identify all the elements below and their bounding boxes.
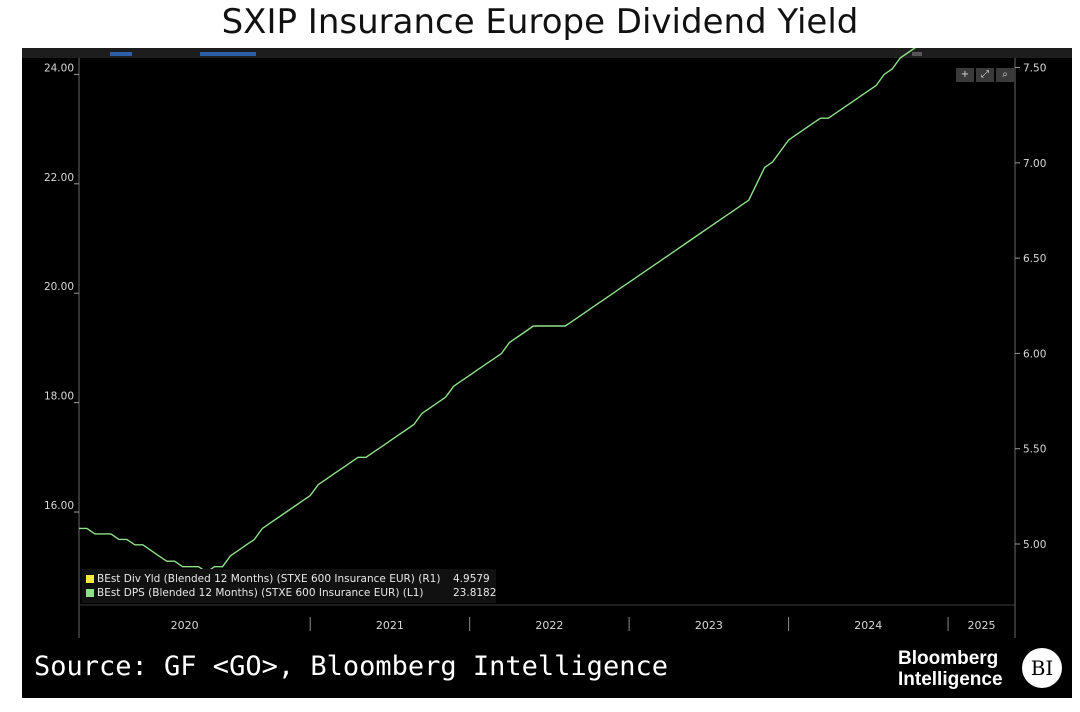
series-line	[79, 48, 917, 573]
chart-panel: 16.00 18.00 20.00 22.00 24.00 5.00 5.50 6.00 6.5…	[22, 48, 1072, 698]
legend-label: BEst DPS (Blended 12 Months) (STXE 600 I…	[97, 587, 424, 599]
chart-plot: 16.00 18.00 20.00 22.00 24.00 5.00 5.50 6.00 6.5…	[44, 48, 1046, 638]
top-bar-indicator	[110, 52, 132, 56]
right-tick-label: 6.50	[1023, 253, 1046, 265]
source-note: Source: GF <GO>, Bloomberg Intelligence	[34, 651, 668, 682]
left-tick-label: 16.00	[44, 500, 74, 512]
right-tick-label: 6.00	[1023, 348, 1046, 360]
expand-icon[interactable]: ⤢	[976, 68, 994, 82]
chart-title: SXIP Insurance Europe Dividend Yield	[221, 2, 859, 42]
x-tick-label: 2024	[854, 619, 882, 632]
right-tick-label: 5.50	[1023, 444, 1046, 456]
brand-line: Bloomberg	[898, 648, 999, 669]
x-tick-label: 2022	[535, 619, 563, 632]
bi-badge-icon: BI	[1022, 648, 1062, 688]
legend-item-div-yld: BEst Div Yld (Blended 12 Months) (STXE 6…	[86, 572, 440, 586]
right-tick-label: 7.50	[1023, 63, 1046, 75]
top-bar-indicator	[912, 52, 922, 56]
right-tick-label: 7.00	[1023, 158, 1046, 170]
add-icon[interactable]: +	[956, 68, 974, 82]
x-tick-label: 2023	[695, 619, 723, 632]
left-tick-label: 20.00	[44, 281, 74, 293]
left-tick-label: 22.00	[44, 172, 74, 184]
bloomberg-intelligence-logo: Bloomberg Intelligence	[898, 648, 1016, 690]
chart-top-bar	[22, 48, 1072, 58]
x-tick-label: 2025	[968, 619, 996, 632]
x-tick-label: 2020	[171, 619, 199, 632]
left-tick-label: 24.00	[44, 62, 74, 74]
brand-line: Intelligence	[898, 669, 1003, 690]
legend-value: 4.9579	[453, 573, 490, 585]
right-tick-label: 5.00	[1023, 539, 1046, 551]
x-tick-label: 2021	[376, 619, 404, 632]
search-icon[interactable]: ⌕	[996, 68, 1014, 82]
top-bar-indicator	[200, 52, 256, 56]
legend-label: BEst Div Yld (Blended 12 Months) (STXE 6…	[97, 573, 441, 585]
legend-swatch	[86, 575, 94, 583]
legend-item-dps: BEst DPS (Blended 12 Months) (STXE 600 I…	[86, 586, 424, 600]
chart-toolbar: + ⤢ ⌕	[956, 68, 1018, 82]
legend-swatch	[86, 589, 94, 597]
legend-value: 23.8182	[453, 587, 497, 599]
chart-legend: BEst Div Yld (Blended 12 Months) (STXE 6…	[82, 569, 496, 603]
left-tick-label: 18.00	[44, 391, 74, 403]
